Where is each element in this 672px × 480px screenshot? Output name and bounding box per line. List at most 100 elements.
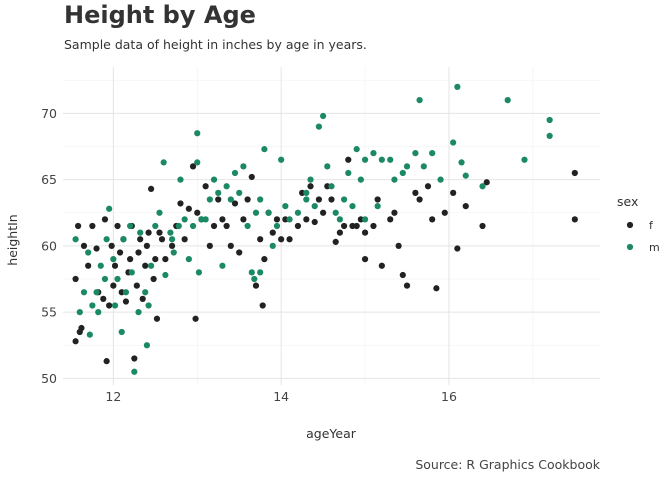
- point-m: [127, 222, 134, 230]
- legend-title: sex: [617, 194, 638, 209]
- point-f: [223, 222, 230, 230]
- point-m: [240, 163, 247, 170]
- point-m: [336, 216, 343, 223]
- point-m: [137, 229, 144, 236]
- point-f: [80, 242, 88, 249]
- point-f: [158, 236, 166, 243]
- point-f: [75, 222, 82, 230]
- point-m: [131, 368, 138, 375]
- point-m: [361, 156, 369, 163]
- legend-label-f: f: [649, 219, 654, 232]
- point-m: [120, 236, 127, 243]
- point-m: [97, 262, 104, 269]
- y-tick-label: 70: [41, 106, 57, 121]
- point-m: [80, 289, 88, 296]
- point-f: [294, 222, 302, 230]
- y-tick-label: 65: [41, 172, 57, 187]
- point-m: [177, 176, 184, 183]
- point-f: [177, 200, 184, 207]
- point-f: [416, 196, 423, 203]
- point-m: [391, 176, 398, 183]
- x-tick-label: 16: [441, 389, 457, 404]
- point-m: [269, 242, 276, 249]
- point-f: [370, 222, 377, 230]
- point-f: [462, 203, 469, 210]
- point-f: [273, 216, 281, 223]
- legend-key-f: [626, 221, 634, 229]
- point-m: [332, 209, 339, 216]
- point-m: [278, 156, 285, 163]
- point-f: [156, 229, 163, 236]
- point-f: [315, 196, 323, 203]
- point-m: [85, 249, 92, 256]
- point-m: [148, 262, 155, 269]
- point-f: [100, 295, 107, 302]
- point-m: [387, 156, 394, 163]
- point-m: [345, 169, 352, 177]
- point-f: [206, 242, 213, 249]
- chart-caption: Source: R Graphics Cookbook: [415, 457, 600, 472]
- point-f: [153, 315, 161, 322]
- point-f: [131, 355, 138, 362]
- point-m: [454, 83, 461, 90]
- y-tick-label: 50: [41, 371, 57, 386]
- point-f: [106, 302, 113, 309]
- point-m: [142, 289, 149, 296]
- point-f: [441, 209, 448, 216]
- axis-ticks: 12 14 16 50 55 60 65 70: [41, 106, 457, 404]
- point-f: [387, 216, 394, 223]
- point-f: [336, 229, 343, 236]
- point-m: [170, 249, 177, 256]
- point-m: [261, 146, 268, 153]
- point-m: [175, 222, 182, 230]
- point-m: [429, 150, 436, 157]
- point-m: [86, 331, 93, 338]
- point-m: [106, 205, 113, 212]
- point-m: [353, 146, 360, 153]
- point-f: [261, 256, 268, 263]
- point-m: [76, 309, 83, 316]
- point-m: [194, 159, 201, 166]
- point-f: [345, 156, 352, 163]
- point-m: [257, 269, 264, 276]
- point-m: [257, 196, 264, 203]
- point-f: [483, 179, 490, 186]
- point-f: [332, 238, 339, 245]
- point-m: [219, 262, 226, 269]
- point-f: [259, 302, 266, 309]
- point-m: [458, 159, 465, 166]
- point-m: [145, 302, 152, 309]
- point-m: [168, 236, 176, 243]
- point-m: [546, 132, 553, 139]
- point-f: [143, 242, 151, 249]
- point-m: [251, 275, 258, 283]
- point-m: [412, 150, 419, 157]
- point-f: [399, 271, 406, 279]
- point-f: [78, 324, 85, 332]
- point-m: [89, 302, 96, 309]
- point-m: [324, 163, 331, 170]
- point-f: [353, 222, 360, 230]
- point-m: [315, 123, 323, 130]
- point-m: [95, 309, 102, 316]
- point-f: [320, 209, 327, 216]
- legend-key-m: [626, 243, 634, 251]
- chart-subtitle: Sample data of height in inches by age i…: [64, 37, 367, 52]
- point-m: [416, 97, 423, 104]
- point-f: [269, 229, 276, 236]
- legend-label-m: m: [649, 241, 660, 254]
- y-tick-label: 55: [41, 305, 57, 320]
- point-f: [72, 338, 79, 345]
- point-f: [571, 216, 578, 223]
- point-m: [156, 209, 163, 216]
- point-m: [189, 222, 197, 230]
- point-m: [135, 309, 142, 316]
- point-m: [378, 156, 385, 163]
- point-m: [210, 176, 218, 183]
- point-m: [479, 183, 486, 190]
- point-f: [403, 282, 411, 289]
- point-m: [167, 229, 174, 236]
- point-f: [108, 242, 115, 249]
- point-m: [361, 216, 369, 223]
- point-m: [128, 269, 135, 276]
